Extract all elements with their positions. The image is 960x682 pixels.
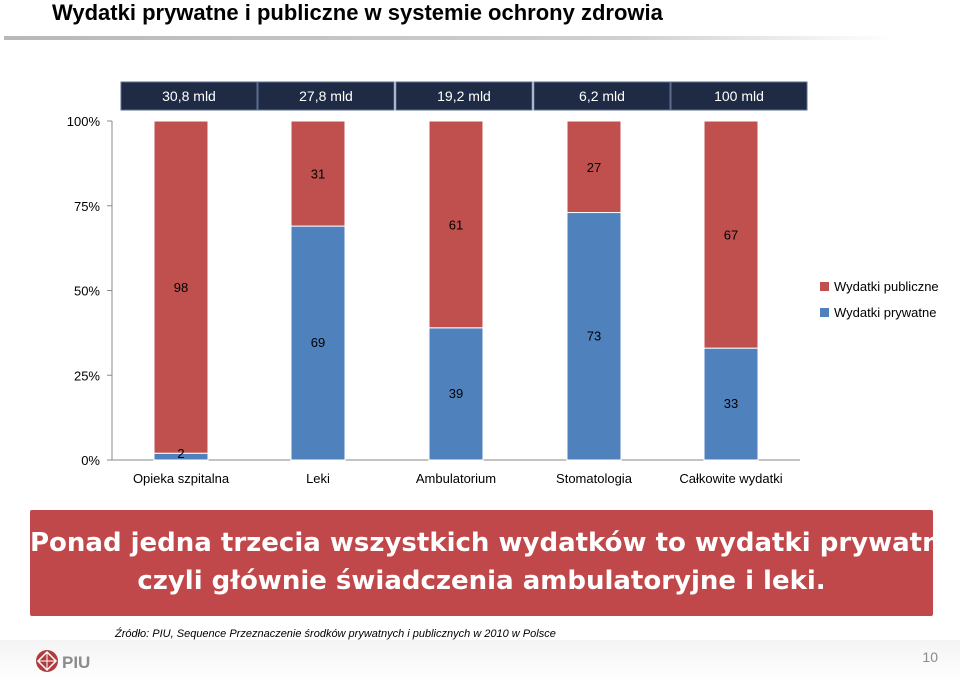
- total-box: [257, 81, 395, 111]
- total-label: 100 mld: [714, 88, 764, 104]
- bar-wydatki-publiczne: [566, 120, 622, 214]
- legend-label: Wydatki prywatne: [834, 305, 936, 320]
- legend-swatch: [820, 308, 829, 317]
- total-box: [670, 81, 808, 111]
- data-label-publiczne: 61: [449, 217, 463, 232]
- data-label-publiczne: 31: [311, 167, 325, 182]
- y-tick-label: 0%: [81, 453, 100, 468]
- x-category-label: Opieka szpitalna: [133, 471, 230, 486]
- y-tick-label: 50%: [74, 284, 100, 299]
- banner-line-2: czyli głównie świadczenia ambulatoryjne …: [137, 566, 826, 596]
- data-label-publiczne: 27: [587, 160, 601, 175]
- y-tick-label: 75%: [74, 199, 100, 214]
- total-box: [533, 81, 671, 111]
- x-category-label: Leki: [306, 471, 330, 486]
- total-label: 30,8 mld: [162, 88, 216, 104]
- logo-text: PIU: [62, 653, 90, 672]
- data-label-publiczne: 98: [174, 280, 188, 295]
- total-label: 27,8 mld: [299, 88, 353, 104]
- bar-wydatki-prywatne: [703, 347, 759, 461]
- x-category-label: Całkowite wydatki: [679, 471, 782, 486]
- y-tick-label: 25%: [74, 368, 100, 383]
- data-label-prywatne: 33: [724, 396, 738, 411]
- total-label: 19,2 mld: [437, 88, 491, 104]
- source-note: Źródło: PIU, Sequence Przeznaczenie środ…: [115, 628, 556, 640]
- x-category-label: Stomatologia: [556, 471, 633, 486]
- data-label-prywatne: 2: [177, 446, 184, 461]
- legend-swatch: [820, 282, 829, 291]
- page-number: 10: [922, 649, 938, 665]
- y-tick-label: 100%: [67, 114, 101, 129]
- banner-line-1: Ponad jedna trzecia wszystkich wydatków …: [30, 528, 960, 558]
- total-label: 6,2 mld: [579, 88, 625, 104]
- bar-wydatki-publiczne: [153, 120, 209, 454]
- bar-wydatki-prywatne: [428, 327, 484, 461]
- slide-title: Wydatki prywatne i publiczne w systemie …: [52, 0, 663, 25]
- legend-label: Wydatki publiczne: [834, 279, 939, 294]
- data-label-prywatne: 39: [449, 386, 463, 401]
- footer-bar: [0, 640, 960, 682]
- title-underline: [4, 36, 894, 40]
- bar-wydatki-publiczne: [703, 120, 759, 349]
- data-label-prywatne: 69: [311, 335, 325, 350]
- conclusion-banner: Ponad jedna trzecia wszystkich wydatków …: [30, 510, 960, 616]
- data-label-prywatne: 73: [587, 328, 601, 343]
- bar-wydatki-publiczne: [428, 120, 484, 329]
- x-category-label: Ambulatorium: [416, 471, 496, 486]
- bar-wydatki-publiczne: [290, 120, 346, 227]
- data-label-publiczne: 67: [724, 228, 738, 243]
- stacked-bar-chart: 0% 25% 50% 75% 100% 2 98 Opieka szpitalna 30,8 m…: [67, 81, 939, 486]
- total-box: [120, 81, 258, 111]
- piu-logo: PIU: [36, 650, 90, 672]
- total-box: [395, 81, 533, 111]
